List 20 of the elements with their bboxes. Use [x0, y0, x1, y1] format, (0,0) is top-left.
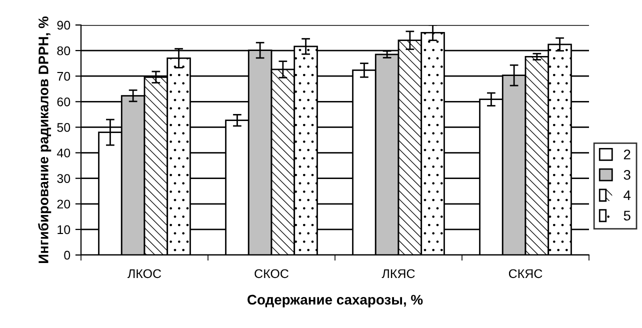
- y-axis-title: Ингибирование радикалов DPPH, %: [38, 16, 52, 263]
- y-tick-label: 10: [58, 225, 70, 234]
- legend-label: 5: [624, 210, 630, 221]
- legend-label: 4: [624, 190, 631, 200]
- y-tick-label: 60: [57, 97, 70, 106]
- y-tick-label: 80: [57, 46, 70, 56]
- x-tick-label: СКОС: [254, 269, 288, 278]
- y-tick-label: 20: [57, 200, 70, 209]
- y-tick-label: 0: [64, 250, 70, 260]
- legend-label: 2: [624, 150, 630, 160]
- y-tick-label: 90: [57, 20, 70, 30]
- x-axis-title: Содержание сахарозы, %: [248, 294, 423, 308]
- x-tick-label: ЛКОС: [128, 269, 162, 278]
- legend-label: 3: [624, 170, 630, 180]
- y-tick-label: 40: [56, 148, 70, 158]
- y-tick-label: 70: [57, 72, 70, 81]
- y-tick-label: 50: [57, 123, 70, 132]
- x-tick-label: СКЯС: [508, 269, 542, 278]
- x-tick-label: ЛКЯС: [382, 269, 415, 278]
- y-tick-label: 30: [57, 174, 70, 183]
